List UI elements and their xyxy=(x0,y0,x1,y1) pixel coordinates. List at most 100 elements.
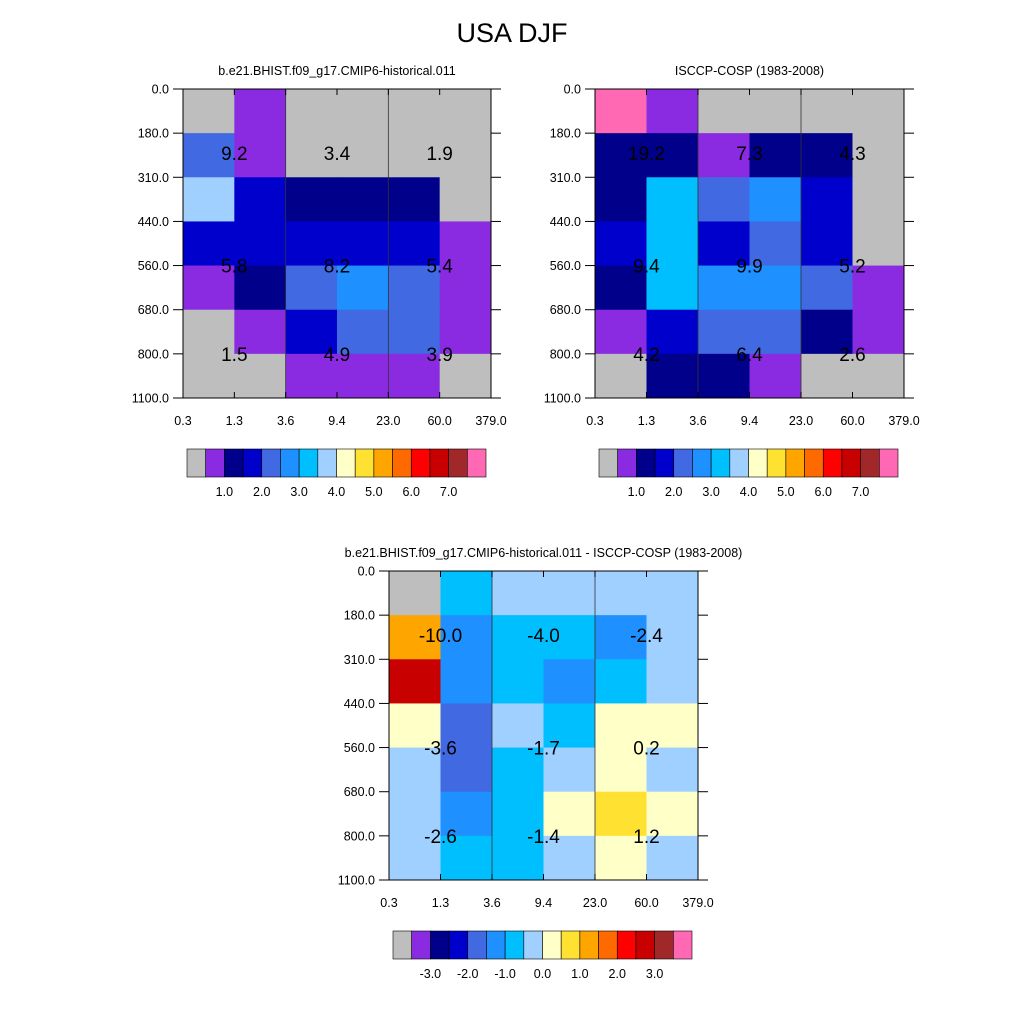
heatmap-cell xyxy=(183,353,235,399)
y-tick-label: 180.0 xyxy=(550,127,581,141)
heatmap-cell xyxy=(646,221,699,266)
y-tick-label: 440.0 xyxy=(550,215,581,229)
heatmap-cell xyxy=(234,353,287,399)
colorbar-label: 7.0 xyxy=(440,485,457,499)
heatmap-cell xyxy=(439,221,492,266)
heatmap-cell xyxy=(440,571,493,616)
y-tick-label: 680.0 xyxy=(550,303,581,317)
y-tick-label: 800.0 xyxy=(550,347,581,361)
heatmap-cell xyxy=(492,659,544,704)
colorbar-swatch xyxy=(336,448,356,478)
colorbar-swatch xyxy=(822,448,843,478)
panel-1: b.e21.BHIST.f09_g17.CMIP6-historical.011… xyxy=(132,64,507,499)
colorbar-label: 3.0 xyxy=(702,485,719,499)
heatmap-cell xyxy=(749,89,802,134)
heatmap-cell xyxy=(388,221,441,266)
heatmap-cell xyxy=(646,835,699,881)
heatmap-cell xyxy=(595,835,647,881)
heatmap-cell xyxy=(183,309,235,355)
heatmap-cell xyxy=(801,89,853,134)
x-tick-label: 9.4 xyxy=(328,414,345,428)
colorbar-label: -1.0 xyxy=(494,967,516,981)
y-tick-label: 800.0 xyxy=(344,829,375,843)
colorbar-swatch xyxy=(766,448,787,478)
y-tick-label: 1100.0 xyxy=(132,392,169,406)
colorbar-swatch xyxy=(860,448,880,478)
colorbar-swatch xyxy=(673,448,693,478)
heatmap-cell xyxy=(388,353,441,399)
colorbar-swatch xyxy=(729,448,749,478)
heatmap-cell xyxy=(749,309,802,355)
colorbar-label: 0.0 xyxy=(534,967,551,981)
heatmap-cell xyxy=(646,747,699,793)
heatmap-cell xyxy=(388,89,441,134)
heatmap-cell xyxy=(646,177,699,222)
block-value-label: 0.2 xyxy=(633,739,659,760)
heatmap-cell xyxy=(646,89,699,134)
y-tick-label: 560.0 xyxy=(344,741,375,755)
y-tick-label: 310.0 xyxy=(138,171,169,185)
colorbar-swatch xyxy=(523,930,543,960)
colorbar-swatch xyxy=(560,930,581,960)
heatmap-cell xyxy=(595,791,647,837)
colorbar-swatch xyxy=(448,448,468,478)
heatmap-cell xyxy=(439,89,492,134)
heatmap-cell xyxy=(749,177,802,222)
y-tick-label: 440.0 xyxy=(138,215,169,229)
y-tick-label: 180.0 xyxy=(138,127,169,141)
x-tick-label: 0.3 xyxy=(586,414,603,428)
x-tick-label: 3.6 xyxy=(689,414,706,428)
colorbar-swatch xyxy=(804,448,824,478)
heatmap-cell xyxy=(389,835,441,881)
colorbar-swatch xyxy=(410,448,431,478)
block-value-label: 19.2 xyxy=(628,144,665,165)
colorbar-swatch xyxy=(186,448,206,478)
block-value-label: 9.2 xyxy=(221,144,247,165)
heatmap-cell xyxy=(595,353,647,399)
block-value-label: -4.0 xyxy=(527,626,560,647)
colorbar-label: 3.0 xyxy=(646,967,663,981)
heatmap-cell xyxy=(388,177,441,222)
heatmap-cell xyxy=(595,133,647,178)
x-tick-label: 0.3 xyxy=(174,414,191,428)
colorbar-swatch xyxy=(317,448,337,478)
heatmap-cell xyxy=(543,703,596,748)
heatmap-cell xyxy=(646,133,699,178)
heatmap-cell xyxy=(852,89,905,134)
heatmap-cell xyxy=(234,89,287,134)
heatmap-cell xyxy=(698,309,750,355)
heatmap-cell xyxy=(337,133,389,178)
colorbar-swatch xyxy=(654,448,675,478)
y-tick-label: 800.0 xyxy=(138,347,169,361)
heatmap-cell xyxy=(646,265,699,311)
x-tick-label: 60.0 xyxy=(840,414,864,428)
heatmap-cell xyxy=(801,309,853,355)
heatmap-cell xyxy=(337,353,389,399)
heatmap-cell xyxy=(595,89,647,134)
heatmap-cell xyxy=(285,177,338,222)
heatmap-cell xyxy=(337,265,389,311)
colorbar-label: -2.0 xyxy=(457,967,479,981)
heatmap-cell xyxy=(440,835,493,881)
colorbar-swatch xyxy=(280,448,300,478)
panel-title: b.e21.BHIST.f09_g17.CMIP6-historical.011… xyxy=(345,546,743,560)
heatmap-cell xyxy=(646,571,699,616)
block-value-label: 8.2 xyxy=(324,257,350,278)
heatmap-cell xyxy=(492,703,544,748)
heatmap-cell xyxy=(492,747,544,793)
panel-3: b.e21.BHIST.f09_g17.CMIP6-historical.011… xyxy=(338,546,743,981)
heatmap-cell xyxy=(543,835,596,881)
y-tick-label: 0.0 xyxy=(358,565,375,579)
colorbar-swatch xyxy=(598,930,618,960)
heatmap-cell xyxy=(439,133,492,178)
colorbar-label: 1.0 xyxy=(628,485,645,499)
y-tick-label: 310.0 xyxy=(550,171,581,185)
colorbar-swatch xyxy=(392,930,412,960)
heatmap-cell xyxy=(852,353,905,399)
heatmap-cell xyxy=(234,265,287,311)
heatmap-cell xyxy=(646,659,699,704)
block-value-label: 9.4 xyxy=(633,257,660,278)
heatmap-cell xyxy=(801,177,853,222)
heatmap-cell xyxy=(852,177,905,222)
